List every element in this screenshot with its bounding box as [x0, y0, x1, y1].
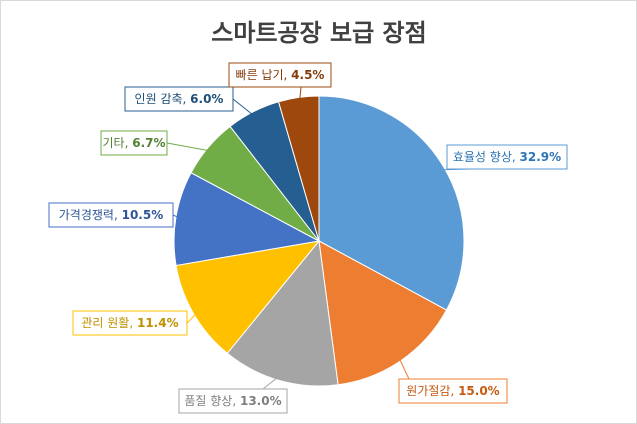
data-label-text: 빠른 납기, 4.5% [236, 68, 325, 82]
data-label-6: 기타, 6.7% [100, 130, 168, 156]
data-label-4: 관리 원활, 11.4% [72, 310, 188, 336]
pie-slice-5 [173, 172, 321, 267]
data-label-text: 인원 감축, 6.0% [135, 92, 224, 106]
data-label-text: 기타, 6.7% [103, 136, 166, 150]
pie-slice-4 [175, 240, 321, 355]
pie-slices [173, 95, 465, 387]
data-label-box [72, 310, 188, 336]
slice-value-label: 13.0% [240, 394, 282, 408]
slice-category-label: 관리 원활, [81, 316, 137, 330]
slice-value-label: 6.7% [132, 136, 165, 150]
leader-line-5 [172, 214, 182, 220]
slice-category-label: 인원 감축, [135, 92, 191, 106]
slice-category-label: 효율성 향상, [453, 150, 520, 164]
data-label-text: 원가절감, 15.0% [406, 384, 499, 398]
data-label-1: 효율성 향상, 32.9% [446, 144, 568, 170]
data-label-3: 품질 향상, 13.0% [178, 388, 288, 414]
slice-value-label: 4.5% [291, 68, 324, 82]
slice-value-label: 10.5% [122, 208, 164, 222]
leader-line-6 [166, 142, 213, 152]
slice-category-label: 빠른 납기, [236, 68, 292, 82]
data-label-box [398, 378, 508, 404]
data-label-text: 가격경쟁력, 10.5% [59, 208, 163, 222]
data-label-7: 인원 감축, 6.0% [124, 86, 234, 112]
data-label-8: 빠른 납기, 4.5% [228, 62, 332, 88]
data-label-box [48, 202, 174, 228]
leader-lines [166, 86, 472, 390]
pie-slice-3 [226, 239, 339, 387]
data-label-callouts: 효율성 향상, 32.9% 원가절감, 15.0% 품질 향상, 13.0% 관리 원… [48, 62, 568, 414]
slice-value-label: 15.0% [458, 384, 500, 398]
data-label-box [228, 62, 332, 88]
slice-value-label: 6.0% [190, 92, 223, 106]
data-label-2: 원가절감, 15.0% [398, 378, 508, 404]
pie-slice-1 [318, 95, 465, 311]
data-label-text: 효율성 향상, 32.9% [453, 150, 561, 164]
data-label-box [178, 388, 288, 414]
pie-slice-8 [277, 95, 320, 242]
data-label-5: 가격경쟁력, 10.5% [48, 202, 174, 228]
slice-value-label: 11.4% [137, 316, 179, 330]
data-label-box [124, 86, 234, 112]
slice-category-label: 기타, [103, 136, 133, 150]
data-label-box [100, 130, 168, 156]
slice-category-label: 원가절감, [406, 384, 458, 398]
leader-line-2 [397, 355, 410, 380]
leader-line-3 [262, 374, 282, 390]
slice-value-label: 32.9% [520, 150, 562, 164]
data-label-text: 관리 원활, 11.4% [81, 316, 178, 330]
data-label-box [446, 144, 568, 170]
leader-line-8 [298, 86, 302, 104]
leader-line-7 [232, 98, 257, 118]
slice-category-label: 가격경쟁력, [59, 208, 122, 222]
data-label-text: 품질 향상, 13.0% [184, 394, 281, 408]
pie-slice-2 [318, 240, 448, 386]
leader-line-4 [186, 310, 200, 324]
slice-category-label: 품질 향상, [184, 394, 240, 408]
chart-title: 스마트공장 보급 장점 [211, 19, 426, 47]
